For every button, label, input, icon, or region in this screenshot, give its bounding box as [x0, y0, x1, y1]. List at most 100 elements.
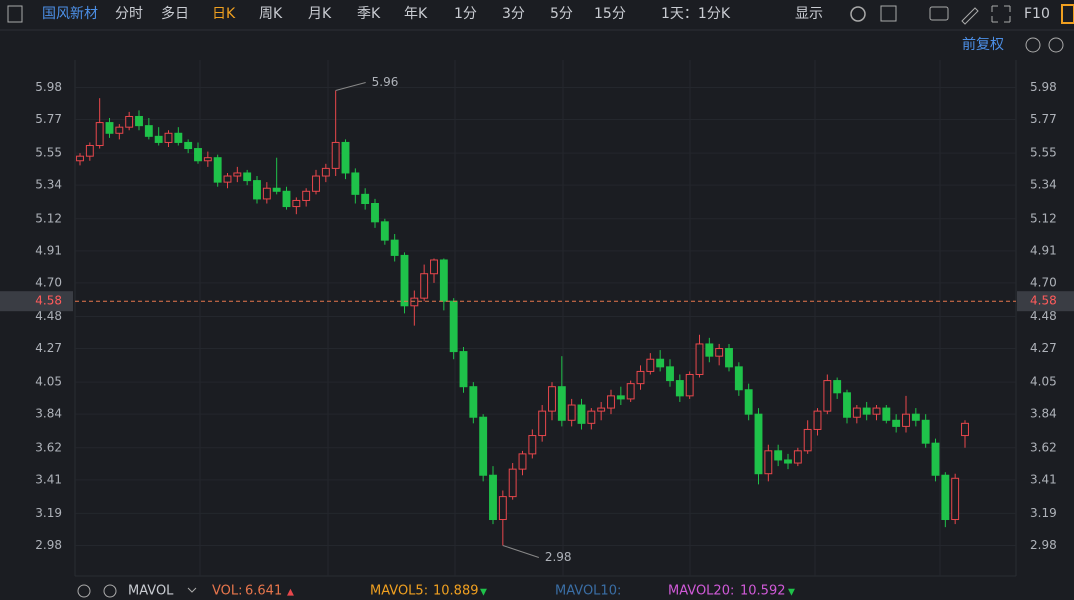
y-tick-label: 5.34 — [35, 178, 62, 192]
candle-body — [85, 144, 94, 157]
y-tick-label: 3.84 — [35, 407, 62, 421]
minimize-icon[interactable] — [1048, 37, 1064, 53]
period-tab[interactable]: 月K — [308, 6, 332, 22]
plot: 5.98 5.98 5.77 5.77 5.55 5.55 5.34 5.34 5.12 5.12… — [0, 75, 1074, 564]
adjust-mode[interactable]: 前复权 — [962, 36, 1004, 53]
candle-body — [410, 297, 419, 307]
candle-body — [626, 383, 635, 400]
candle-body — [607, 395, 615, 409]
y-tick-label: 4.05 — [1030, 375, 1057, 389]
legend-label: VOL: — [212, 584, 243, 599]
y-tick-label: 4.70 — [35, 275, 62, 289]
checkbox-icon[interactable] — [880, 5, 897, 22]
legend-value: 10.889 — [433, 584, 479, 599]
y-tick-label: 5.12 — [1030, 211, 1057, 225]
candle-body — [793, 450, 802, 464]
fullscreen-icon[interactable] — [991, 5, 1011, 23]
volume-legend: MAVOL VOL: 6.641 ▲ MAVOL5: 10.889 ▼ MAVOL10: MAV… — [77, 584, 795, 599]
candle-body — [577, 404, 586, 424]
candle-body — [341, 141, 350, 174]
candle-body — [784, 459, 792, 464]
y-tick-label: 3.62 — [35, 440, 62, 454]
candle-body — [154, 135, 163, 143]
candle-body — [666, 366, 674, 382]
period-tab[interactable]: 3分 — [502, 6, 525, 22]
candle-body — [449, 300, 458, 353]
candle-body — [715, 348, 724, 357]
candle-body — [892, 419, 901, 427]
min-annotation: 2.98 — [545, 550, 572, 564]
candle-body — [105, 122, 114, 134]
period-tab[interactable]: 年K — [404, 6, 428, 22]
undo-icon[interactable] — [1025, 37, 1041, 53]
f10-button[interactable]: F10 — [1024, 6, 1050, 22]
candle-body — [744, 389, 753, 415]
candle-body — [911, 413, 920, 421]
legend-label: MAVOL20: — [668, 584, 734, 599]
period-tab[interactable]: 季K — [357, 6, 381, 22]
sidebar-toggle[interactable] — [7, 5, 23, 23]
period-tab[interactable]: 1天：1分K — [661, 6, 731, 22]
y-tick-label: 5.12 — [35, 211, 62, 225]
candle-body — [813, 410, 822, 430]
display-menu[interactable]: 显示 — [795, 6, 823, 22]
candle-body — [430, 259, 438, 275]
candle-body — [351, 172, 360, 195]
candle-body — [508, 468, 517, 498]
current-price-label: 4.58 — [35, 294, 62, 308]
candle-body — [115, 126, 124, 134]
y-tick-label: 4.48 — [35, 309, 62, 323]
y-tick-label: 5.98 — [1030, 80, 1057, 94]
panel-icon[interactable] — [1061, 4, 1074, 24]
period-tab[interactable]: 日K — [212, 6, 236, 22]
candle-body — [567, 404, 576, 421]
y-tick-label: 5.77 — [35, 112, 62, 126]
settings-icon[interactable] — [850, 6, 866, 22]
candle-body — [223, 175, 232, 183]
period-tab[interactable]: 1分 — [454, 6, 477, 22]
period-tab[interactable]: 分时 — [115, 6, 143, 22]
candle-body — [262, 187, 271, 200]
candle-body — [479, 416, 488, 476]
settings-icon[interactable] — [77, 584, 91, 598]
candle-body — [203, 157, 212, 162]
candle-body — [695, 343, 704, 375]
candle-body — [587, 410, 596, 424]
candle-body — [941, 474, 950, 521]
period-tab[interactable]: 5分 — [550, 6, 573, 22]
candle-body — [213, 157, 222, 183]
candle-body — [439, 259, 448, 302]
candle-body — [459, 351, 468, 388]
legend-value: 6.641 — [245, 584, 282, 599]
candle-body — [646, 358, 655, 372]
dropdown-icon — [187, 587, 197, 593]
period-tab[interactable]: 15分 — [594, 6, 626, 22]
candle-body — [164, 132, 173, 143]
candle-body — [597, 407, 606, 412]
trend-arrow: ▲ — [287, 588, 294, 598]
period-tab[interactable]: 周K — [259, 6, 283, 22]
camera-icon[interactable] — [929, 6, 949, 21]
draw-icon[interactable] — [961, 7, 979, 25]
candle-body — [135, 115, 143, 127]
close-icon[interactable] — [103, 584, 117, 598]
candle-body — [95, 122, 104, 146]
price-tag-bg — [1017, 291, 1074, 312]
candle-body — [833, 380, 842, 394]
candle-body — [902, 413, 910, 427]
candle-body — [361, 193, 370, 205]
current-price-label: 4.58 — [1030, 294, 1057, 308]
y-tick-label: 4.70 — [1030, 275, 1057, 289]
y-tick-label: 5.55 — [35, 146, 62, 160]
stock-name[interactable]: 国风新材 — [42, 6, 98, 22]
legend-label: MAVOL5: — [370, 584, 428, 599]
indicator-name: MAVOL — [128, 584, 174, 599]
annotation-leader — [502, 544, 539, 558]
period-tab[interactable]: 多日 — [161, 5, 189, 22]
candle-body — [862, 407, 871, 415]
candle-body — [843, 392, 851, 418]
candle-body — [725, 348, 733, 368]
candle-body — [390, 239, 399, 256]
